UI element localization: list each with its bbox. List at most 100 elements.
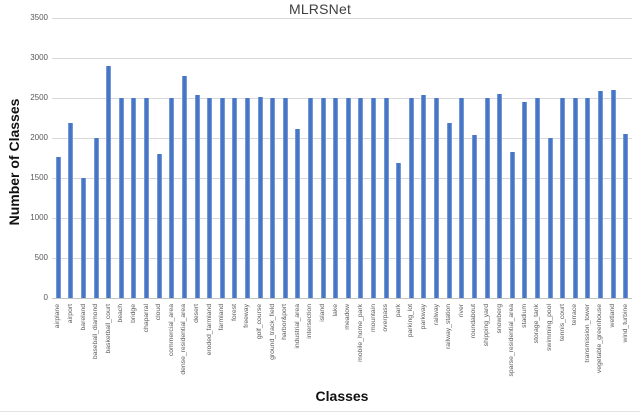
bar (421, 95, 427, 298)
x-tick-label: intersection (306, 304, 314, 339)
x-axis-line (52, 298, 632, 299)
chart-title: MLRSNet (288, 1, 352, 17)
bar (509, 151, 515, 298)
x-tick-label: dense_residential_area (180, 304, 188, 375)
x-tick-label: bridge (129, 304, 137, 323)
x-tick-label: swimming_pool (546, 304, 554, 351)
bar (560, 98, 566, 298)
x-tick-label: commercial_area (167, 304, 175, 357)
bar (282, 98, 288, 298)
x-tick-label: meadow (344, 304, 352, 330)
x-axis-title: Classes (315, 388, 369, 404)
figure-bottom-border (0, 411, 640, 412)
bar (371, 98, 377, 298)
bar (232, 98, 238, 298)
x-tick-label: basketball_court (104, 304, 112, 354)
x-tick-label: wetland (609, 304, 617, 328)
x-tick-label: railway (432, 304, 440, 326)
x-tick-label: lake (331, 304, 339, 317)
y-tick-label: 3000 (30, 53, 48, 62)
y-tick-label: 500 (34, 253, 48, 262)
bar (207, 98, 213, 298)
bar (270, 98, 276, 298)
x-tick-label: baseball_diamond (92, 304, 100, 360)
bar (194, 94, 200, 298)
x-tick-label: stadium (520, 304, 528, 328)
bar (623, 134, 629, 298)
x-tick-label: mobile_home_park (356, 304, 364, 362)
bar (610, 89, 616, 298)
y-tick-label: 0 (43, 293, 48, 302)
x-tick-label: chaparral (142, 304, 150, 333)
bar (93, 138, 99, 298)
x-tick-label: bareland (79, 304, 87, 331)
x-tick-label: parking_lot (407, 304, 415, 338)
bar (547, 138, 553, 298)
x-tick-label: overpass (382, 304, 390, 332)
bar (307, 98, 313, 298)
bar (522, 102, 528, 298)
bar (81, 178, 87, 298)
bar (144, 98, 150, 298)
bar (471, 134, 477, 298)
bar (396, 163, 402, 298)
bar (572, 98, 578, 298)
y-tick-label: 1500 (30, 173, 48, 182)
x-tick-label: storage_tank (533, 304, 541, 344)
bar (68, 123, 74, 298)
bar (257, 96, 263, 298)
bar (333, 98, 339, 298)
x-tick-label: harbor&port (281, 304, 289, 340)
bar (585, 98, 591, 298)
x-tick-label: airplane (54, 304, 62, 329)
x-tick-label: wind_turbine (621, 304, 629, 343)
x-tick-label: freeway (243, 304, 251, 328)
gridline (52, 178, 632, 179)
bar (597, 91, 603, 298)
x-tick-label: tennis_court (558, 304, 566, 342)
bar (484, 98, 490, 298)
y-axis-title: Number of Classes (6, 98, 22, 226)
bar (219, 98, 225, 298)
bar (295, 129, 301, 298)
x-tick-label: railway_station (445, 304, 453, 349)
bar (320, 98, 326, 298)
bar (434, 98, 440, 298)
bar (534, 98, 540, 298)
x-tick-label: sparse_residential_area (508, 304, 516, 377)
x-tick-label: cloud (155, 304, 163, 321)
x-tick-label: river (457, 304, 465, 318)
bar (118, 98, 124, 298)
x-tick-label: ground_track_field (268, 304, 276, 360)
x-tick-label: parkway (419, 304, 427, 330)
x-tick-label: desert (193, 304, 200, 323)
y-tick-label: 3500 (30, 13, 48, 22)
x-tick-label: shipping_yard (483, 304, 490, 347)
x-tick-label: beach (117, 304, 125, 323)
bar (244, 98, 250, 298)
x-tick-label: forest (230, 304, 238, 321)
y-tick-label: 1000 (30, 213, 48, 222)
bar (131, 98, 137, 298)
gridline (52, 258, 632, 259)
x-tick-label: transmission_tower (583, 304, 591, 363)
gridline (52, 18, 632, 19)
bar (345, 98, 351, 298)
bar (446, 123, 452, 298)
y-tick-label: 2000 (30, 133, 48, 142)
x-tick-label: park (394, 304, 402, 318)
bar (169, 98, 175, 298)
x-tick-label: eroded_farmland (205, 304, 213, 356)
x-tick-label: mountain (369, 304, 377, 332)
x-tick-label: snowberg (495, 304, 503, 334)
x-tick-label: golf_course (256, 304, 264, 340)
x-tick-label: vegetable_greenhouse (596, 304, 604, 374)
x-tick-label: roundabout (470, 304, 478, 339)
bar (497, 93, 503, 298)
gridline (52, 58, 632, 59)
x-tick-label: farmland (218, 304, 226, 331)
bar (358, 98, 364, 298)
bar (106, 66, 112, 298)
bar (181, 76, 187, 298)
